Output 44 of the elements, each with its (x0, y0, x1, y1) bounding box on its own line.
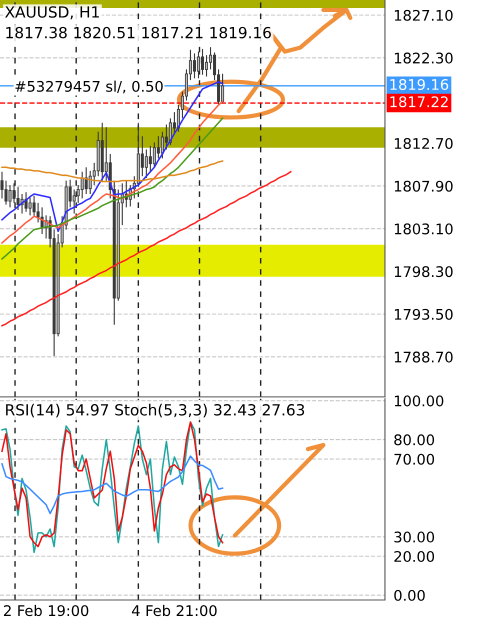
chart-title: XAUUSD, H1 (5, 6, 99, 20)
y-tick-label: 1798.30 (394, 266, 453, 278)
candlestick (36, 202, 40, 224)
y-tick-label: 100.00 (394, 395, 444, 406)
candlestick (204, 54, 208, 78)
y-tick-label: 70.00 (394, 454, 434, 465)
ref-line-label: 1819.16 (390, 78, 448, 90)
y-tick-label: 1803.10 (394, 223, 453, 234)
y-tick-label: 1812.70 (394, 138, 453, 150)
y-tick-label: 0.00 (394, 590, 425, 601)
candlestick (8, 184, 12, 208)
candlestick (72, 188, 76, 214)
ref-line-label: 1817.22 (390, 96, 448, 108)
y-tick-label: 80.00 (394, 434, 434, 446)
candlestick (80, 171, 84, 199)
chart-title: RSI(14) 54.97 Stoch(5,3,3) 32.43 27.63 (6, 404, 304, 418)
line-series (1, 118, 224, 260)
candlestick (148, 145, 152, 172)
line-series (1, 455, 224, 514)
candlestick (4, 180, 8, 206)
y-tick-label: 1822.30 (394, 52, 453, 64)
y-tick-label: 20.00 (394, 550, 434, 562)
line-series (1, 170, 292, 326)
candlestick (164, 124, 168, 150)
candlestick (0, 171, 4, 199)
y-tick-label: 1788.70 (394, 352, 453, 363)
candlestick (144, 148, 148, 179)
y-tick-label: 1827.10 (394, 10, 453, 21)
y-tick-label: 1807.90 (394, 180, 453, 192)
line-series (1, 81, 224, 232)
candlestick (32, 195, 36, 217)
candlestick (160, 131, 164, 159)
x-tick-label: 4 Feb 21:00 (132, 604, 217, 616)
candlestick (200, 48, 204, 76)
x-tick-label: 2 Feb 19:00 (4, 604, 88, 616)
y-tick-label: 1793.50 (394, 308, 453, 320)
candlestick (192, 52, 196, 79)
candlestick (28, 196, 32, 216)
candlestick (16, 186, 20, 211)
y-tick-label: 30.00 (394, 532, 434, 543)
annotation: 1817.38 1820.51 1817.21 1819.16 (6, 26, 271, 38)
annotation: #53279457 sl/, 0.50 (15, 80, 163, 94)
candlestick (221, 73, 224, 104)
candlestick (152, 142, 156, 168)
